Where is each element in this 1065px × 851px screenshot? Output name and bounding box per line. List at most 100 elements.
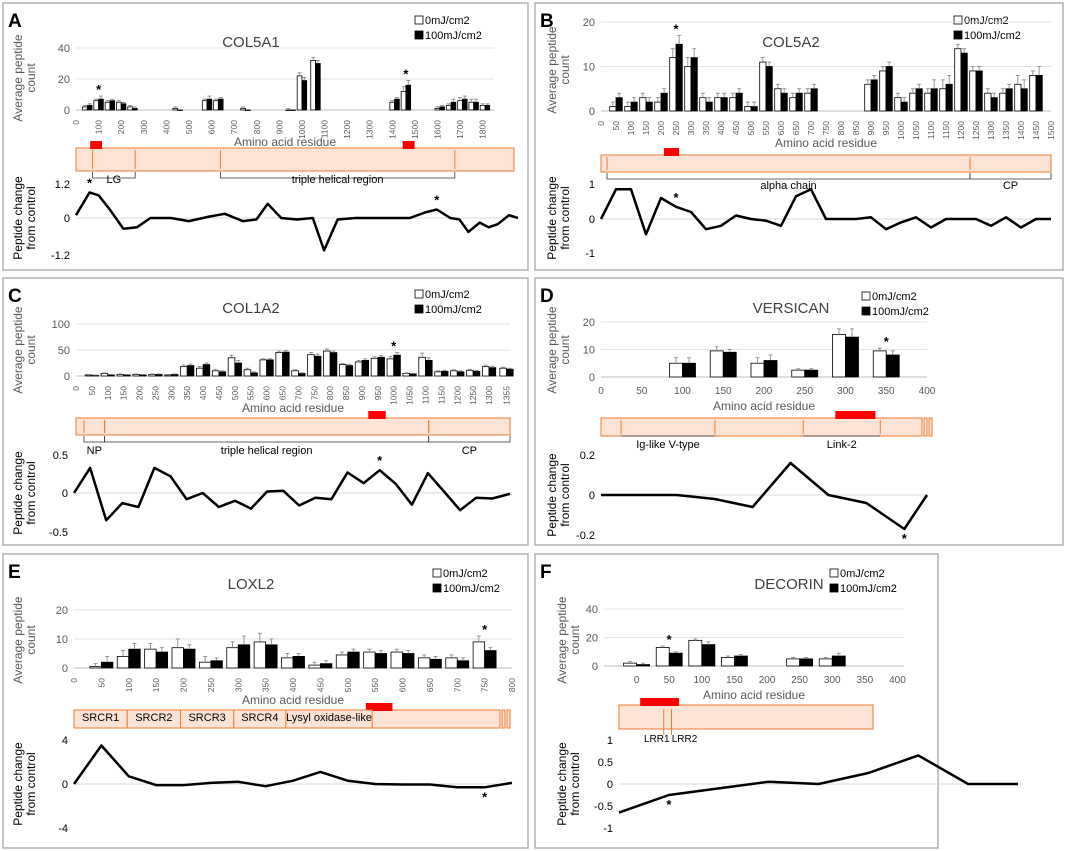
domain-map: Ig-like V-type Link-2	[600, 411, 933, 451]
x-tick-label: 1300	[365, 120, 375, 139]
domain-cp-bracket	[969, 173, 1052, 180]
legend-swatch-0mj	[414, 15, 424, 25]
bar-100mj	[402, 653, 415, 669]
bar-0mj	[307, 354, 315, 377]
change-y-tick-label: 1.2	[55, 179, 70, 191]
change-significance-star: *	[673, 190, 679, 205]
y-axis-label-line: count	[24, 63, 38, 93]
change-y-tick-label: 0.5	[53, 450, 68, 462]
bar-0mj	[116, 656, 130, 669]
peptide-change-line	[599, 188, 1051, 236]
legend-label-100mj: 100mJ/cm2	[425, 304, 482, 316]
x-tick-label: 1700	[455, 120, 465, 139]
bar-100mj	[630, 101, 638, 112]
x-tick-label: 500	[184, 120, 194, 134]
x-tick-label: 0	[598, 386, 604, 397]
x-tick-label: 800	[836, 121, 846, 135]
change-significance-star: *	[482, 789, 488, 804]
bar-0mj	[240, 108, 246, 111]
y-axis-label-line: Average peptide	[555, 596, 569, 684]
chart-title: COL5A2	[762, 34, 820, 51]
x-tick-label: 150	[715, 386, 732, 397]
bar-100mj	[990, 97, 998, 112]
x-tick-label: 1500	[1046, 121, 1056, 140]
domain-triple-helical-region-bracket	[104, 436, 430, 443]
significance-star: *	[673, 21, 679, 36]
bar-0mj	[196, 367, 204, 377]
x-tick-label: 800	[252, 120, 262, 134]
change-y-tick-label: 0	[62, 488, 68, 500]
change-y-tick-label: 0	[64, 213, 70, 225]
domain-lysyl-oxidase-like-label: Lysyl oxidase-like	[286, 712, 372, 724]
peptide-change-line	[72, 466, 511, 522]
significance-star: *	[884, 334, 890, 349]
panel-frame	[534, 553, 939, 849]
bar-0mj	[335, 654, 349, 669]
bar-100mj	[804, 369, 819, 378]
x-tick-label: 250	[791, 675, 808, 686]
bar-0mj	[445, 104, 452, 111]
bar-100mj	[763, 360, 778, 378]
legend-label-100mj: 100mJ/cm2	[872, 306, 929, 318]
x-tick-label: 700	[229, 120, 239, 134]
bar-100mj	[690, 57, 698, 112]
x-tick-label: 700	[293, 386, 303, 400]
change-y-tick-label: -0.2	[576, 530, 595, 542]
x-tick-label: 1450	[1031, 121, 1041, 140]
significance-star: *	[96, 82, 102, 97]
bar-0mj	[226, 647, 239, 669]
protein-bar-break	[501, 709, 506, 729]
bar-0mj	[499, 367, 507, 377]
x-tick-label: 950	[881, 121, 891, 135]
change-chart: 1.2 0 -1.2 * *	[51, 176, 519, 262]
bar-100mj	[930, 88, 938, 112]
x-tick-label: 1355	[502, 386, 512, 405]
domain-map: SRCR1 SRCR2 SRCR3 SRCR4 Lysyl oxidase-like	[73, 703, 511, 729]
bar-0mj	[323, 350, 331, 377]
legend-swatch-100mj	[829, 583, 839, 593]
bar-0mj	[879, 70, 887, 112]
domain-np-bracket	[83, 436, 105, 443]
bar-100mj	[734, 655, 748, 667]
bar-100mj	[439, 106, 445, 111]
bar-100mj	[217, 98, 224, 111]
bar-0mj	[227, 357, 236, 377]
panel-frame	[534, 277, 1064, 546]
y-axis-label-line: count	[558, 55, 572, 85]
bar-100mj	[290, 109, 296, 111]
bar-100mj	[313, 355, 322, 377]
bar-0mj	[472, 641, 486, 669]
change-significance-star: *	[434, 193, 440, 208]
x-tick-label: 700	[806, 121, 816, 135]
bar-100mj	[120, 103, 127, 111]
y-tick-label: 20	[583, 17, 595, 29]
y-tick-label: 10	[56, 634, 68, 646]
x-tick-label: 750	[821, 121, 831, 135]
bar-0mj	[243, 369, 252, 377]
y-axis-label: Average peptidecount	[545, 306, 572, 394]
legend-label-0mj: 0mJ/cm2	[840, 568, 885, 580]
bar-100mj	[425, 359, 433, 377]
bar-100mj	[319, 663, 333, 669]
bar-0mj	[909, 92, 917, 112]
bar-100mj	[250, 372, 258, 377]
x-tick-label: 550	[761, 121, 771, 135]
domain-map: LG triple helical region	[75, 141, 515, 186]
y-axis-label-line: Average peptide	[11, 596, 25, 684]
bar-100mj	[237, 644, 251, 669]
x-tick-label: 450	[731, 121, 741, 135]
change-chart: 0.2 0 -0.2 *	[576, 450, 929, 546]
bar-0mj	[684, 66, 692, 112]
change-chart: 1 0.5 0 -0.5 -1 *	[594, 735, 1018, 835]
bar-0mj	[390, 651, 403, 669]
change-y-tick-label: 0.5	[598, 757, 613, 769]
bar-0mj	[714, 97, 722, 112]
bar-0mj	[84, 374, 93, 377]
domain-srcr2-label: SRCR2	[135, 712, 172, 724]
legend-swatch-100mj	[953, 30, 963, 40]
change-y-tick-label: -1.2	[51, 250, 70, 262]
panel-letter: B	[540, 11, 554, 32]
bar-0mj	[1029, 75, 1037, 112]
